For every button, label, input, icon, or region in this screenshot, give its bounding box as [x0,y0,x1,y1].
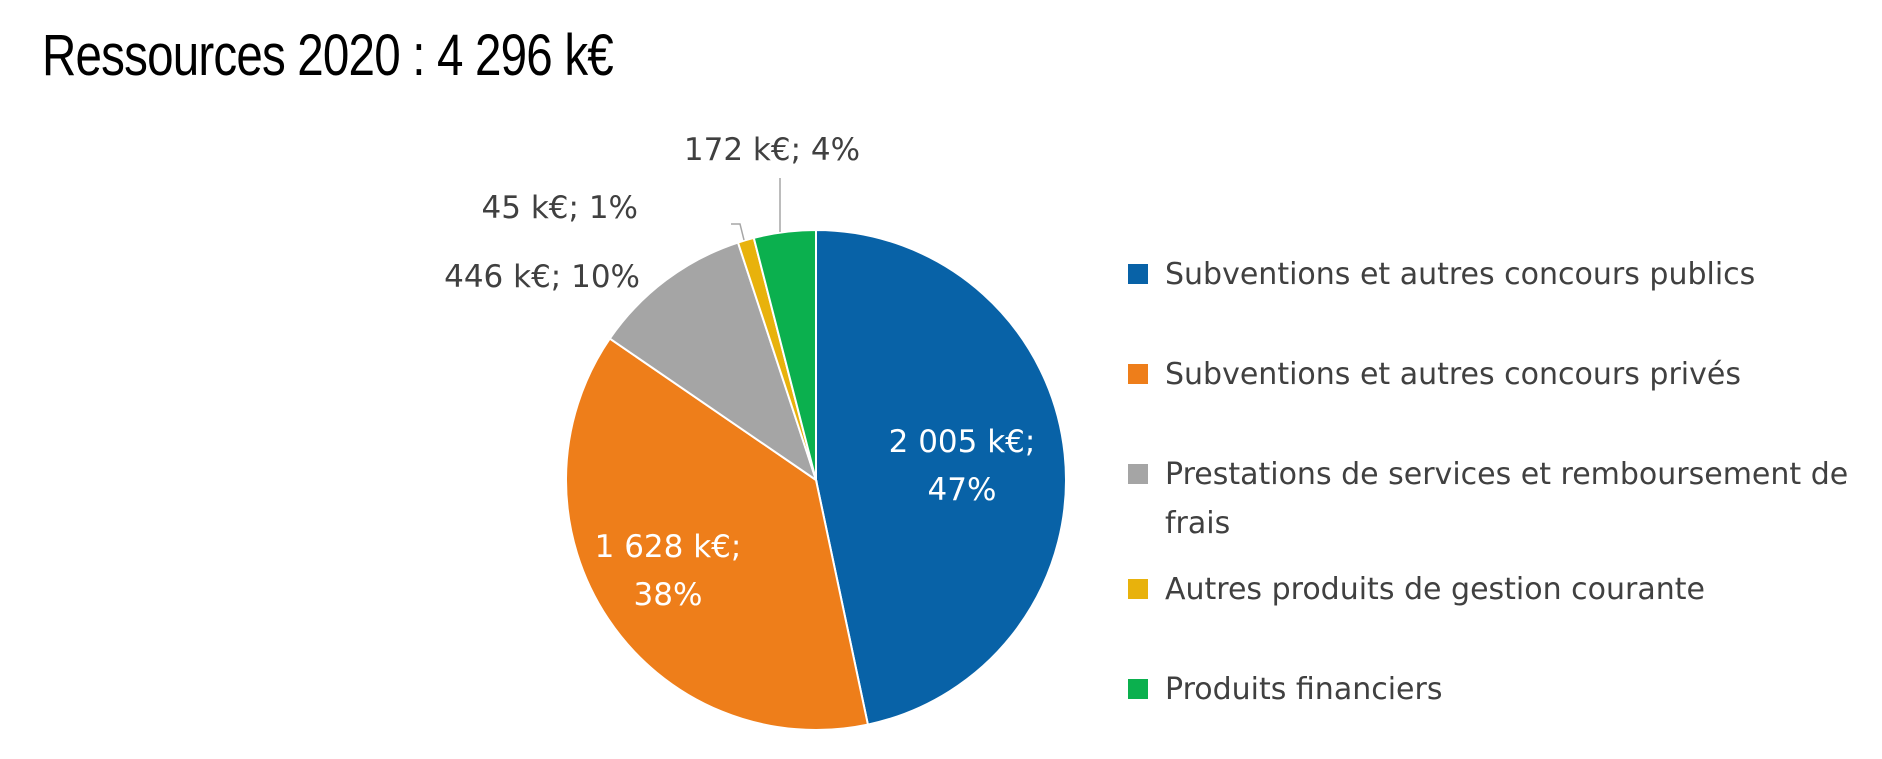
slice-labels: 2 005 k€; 47% 1 628 k€; 38% 446 k€; 10% 45 k€… [444,132,1035,613]
pie-slice-5 [752,228,817,481]
slice-label-percent: 38% [634,577,703,613]
legend-swatch [1128,579,1148,599]
slice-label-value: 1 628 k€; [595,529,742,565]
legend-item-1: Subventions et autres concours publics [1128,250,1755,299]
pie-slice-3 [608,241,818,483]
slice-label-value: 2 005 k€; [889,424,1036,460]
pie-slice-2 [565,337,870,731]
legend-label: Subventions et autres concours privés [1165,357,1741,392]
legend-item-2: Subventions et autres concours privés [1128,350,1741,399]
legend-label: Prestations de services et remboursement… [1165,457,1849,541]
legend-label: Produits financiers [1165,672,1443,707]
legend-swatch [1128,464,1148,484]
legend-label: Autres produits de gestion courante [1165,572,1705,607]
slice-label-percent: 47% [928,472,997,508]
leader-lines [731,178,781,241]
legend-swatch [1128,364,1148,384]
legend-item-5: Produits financiers [1128,665,1442,714]
legend-item-3: Prestations de services et remboursement… [1128,450,1868,548]
pie-slice-1 [815,228,1067,726]
legend-swatch [1128,679,1148,699]
legend-item-4: Autres produits de gestion courante [1128,565,1705,614]
pie-slices [565,228,1067,731]
legend-label: Subventions et autres concours publics [1165,257,1756,292]
slice-label-1: 2 005 k€; 47% [889,424,1036,508]
slice-label-3: 446 k€; 10% [444,259,640,295]
leader-line-4 [731,223,745,241]
slice-label-2: 1 628 k€; 38% [595,529,742,613]
slice-label-4: 45 k€; 1% [482,190,638,226]
slice-label-5: 172 k€; 4% [684,132,860,168]
chart-title: Ressources 2020 : 4 296 k€ [42,23,614,88]
legend-swatch [1128,264,1148,284]
